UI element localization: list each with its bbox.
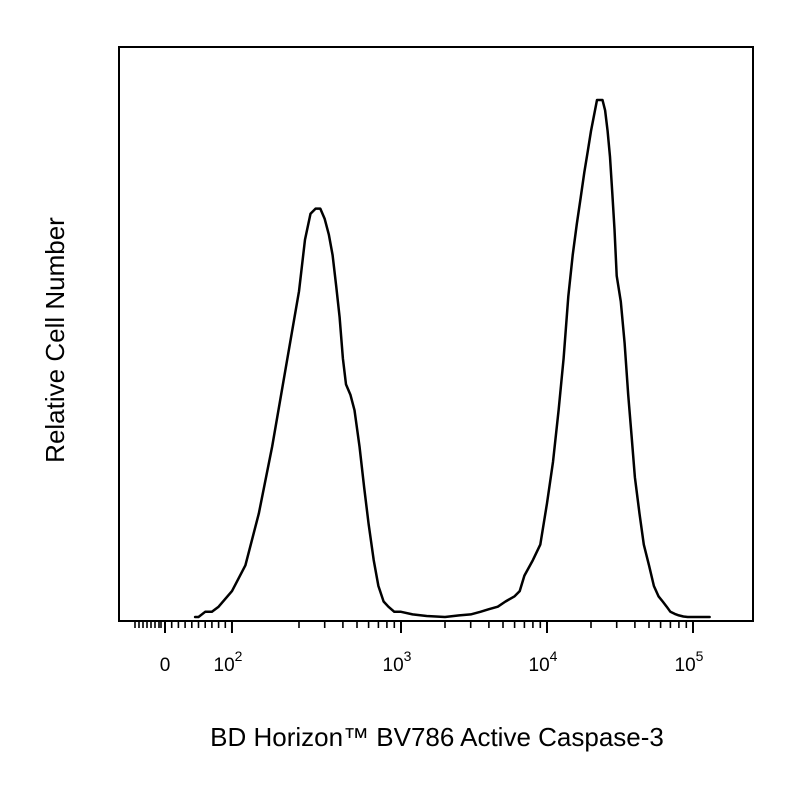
plot-frame — [118, 46, 754, 622]
x-tick-label-exponent: 5 — [696, 648, 704, 664]
x-tick-label: 0 — [160, 655, 171, 676]
x-tick-label-base: 10 — [675, 655, 696, 676]
x-axis-tick-labels: 0 102 103 104 105 — [160, 648, 704, 676]
x-tick-label-base: 0 — [160, 655, 171, 676]
x-axis-major-ticks — [164, 621, 694, 633]
x-axis-minor-ticks — [134, 621, 688, 628]
x-axis-title: BD Horizon™ BV786 Active Caspase-3 — [210, 722, 664, 752]
x-tick-label: 104 — [529, 648, 558, 676]
x-tick-label: 103 — [383, 648, 412, 676]
x-tick-label-exponent: 2 — [235, 648, 243, 664]
x-tick-label-base: 10 — [529, 655, 550, 676]
y-axis-title: Relative Cell Number — [40, 217, 70, 463]
x-tick-label: 102 — [214, 648, 243, 676]
x-tick-label-base: 10 — [383, 655, 404, 676]
x-tick-label-exponent: 4 — [550, 648, 558, 664]
x-tick-label-exponent: 3 — [404, 648, 412, 664]
histogram-line — [193, 98, 711, 619]
x-tick-label-base: 10 — [214, 655, 235, 676]
x-tick-label: 105 — [675, 648, 704, 676]
